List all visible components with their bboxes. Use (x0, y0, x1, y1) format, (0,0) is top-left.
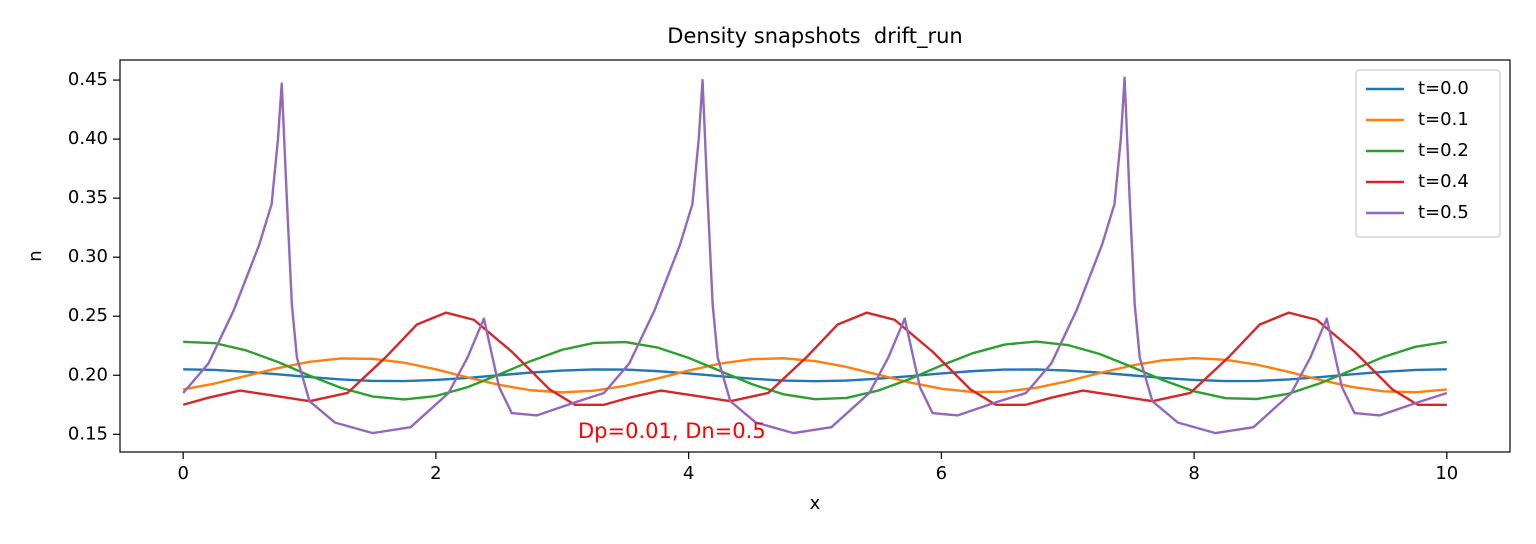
y-tick-label: 0.35 (68, 187, 108, 208)
series-line (183, 368, 1447, 383)
chart-title: Density snapshots drift_run (667, 24, 962, 49)
legend-label: t=0.2 (1418, 140, 1469, 161)
legend-label: t=0.0 (1418, 78, 1469, 99)
x-tick-label: 10 (1435, 463, 1458, 484)
x-tick-label: 6 (936, 463, 947, 484)
series-line (182, 76, 1448, 435)
y-tick-label: 0.40 (68, 128, 108, 149)
y-tick-label: 0.30 (68, 246, 108, 267)
y-axis-label: n (25, 250, 46, 261)
series-line (182, 311, 1447, 406)
series-line (183, 340, 1448, 401)
series-line (182, 356, 1447, 394)
legend-box (1355, 69, 1501, 238)
y-tick-label: 0.25 (68, 305, 108, 326)
plot-frame (119, 59, 1511, 453)
legend-label: t=0.5 (1418, 202, 1469, 223)
x-tick-label: 2 (430, 463, 441, 484)
y-tick-label: 0.45 (68, 69, 108, 90)
x-tick-label: 4 (683, 463, 694, 484)
x-axis-label: x (810, 493, 821, 514)
x-tick-label: 8 (1188, 463, 1199, 484)
annotation: Dp=0.01, Dn=0.5 (578, 419, 766, 443)
legend-label: t=0.4 (1418, 171, 1469, 192)
legend-label: t=0.1 (1418, 109, 1469, 130)
y-tick-label: 0.15 (68, 423, 108, 444)
x-tick-label: 0 (177, 463, 188, 484)
y-tick-label: 0.20 (68, 364, 108, 385)
